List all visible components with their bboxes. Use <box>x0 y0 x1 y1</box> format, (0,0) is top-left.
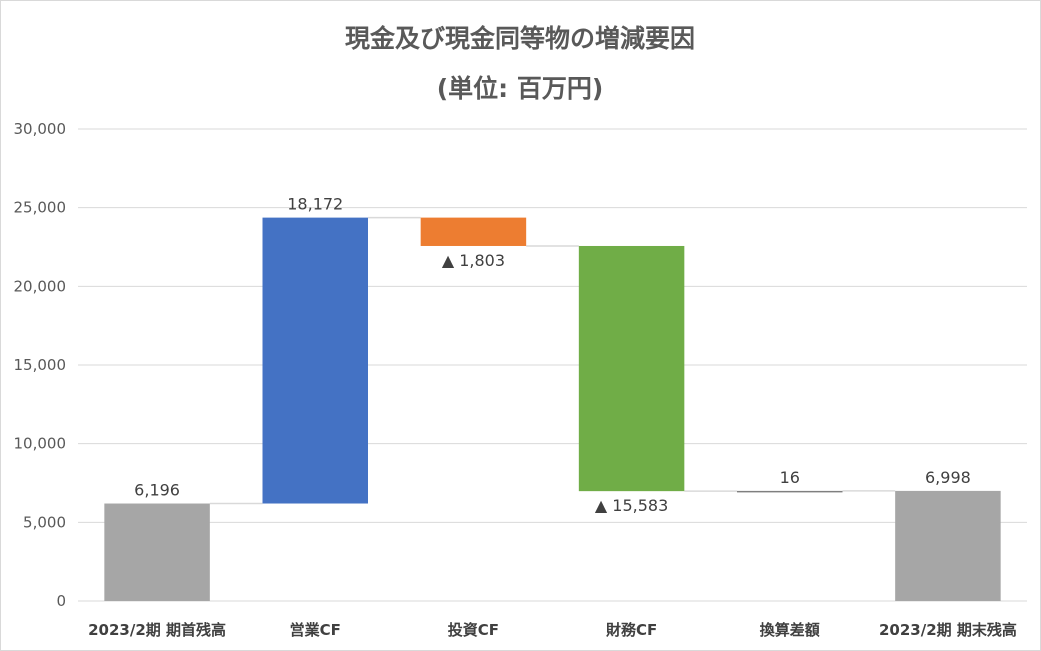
x-category-label-0: 2023/2期 期首残高 <box>88 621 226 639</box>
y-tick-label: 15,000 <box>14 356 67 374</box>
x-category-label-4: 換算差額 <box>760 621 820 639</box>
data-labels: 6,196 18,172 ▲ 1,803 ▲ 15,583 16 6,998 <box>134 195 971 516</box>
chart-subtitle: (単位: 百万円) <box>437 74 604 103</box>
y-axis-ticks: 0 5,000 10,000 15,000 20,000 25,000 30,000 <box>14 120 67 610</box>
y-tick-label: 20,000 <box>14 277 67 295</box>
x-category-label-3: 財務CF <box>605 621 657 639</box>
x-category-label-2: 投資CF <box>448 621 499 639</box>
x-category-label-1: 営業CF <box>290 621 341 639</box>
data-label-5: 6,998 <box>925 468 971 487</box>
bar-0 <box>104 503 210 601</box>
x-category-label-5: 2023/2期 期末残高 <box>879 621 1017 639</box>
connectors <box>209 216 896 505</box>
y-tick-label: 30,000 <box>14 120 67 138</box>
bar-3 <box>578 245 685 492</box>
y-tick-label: 10,000 <box>14 435 67 453</box>
data-label-2: ▲ 1,803 <box>442 251 505 270</box>
bars <box>104 217 1001 601</box>
bar-1 <box>262 217 368 504</box>
bar-4 <box>737 490 843 493</box>
y-tick-label: 0 <box>56 592 66 610</box>
gridlines <box>78 128 1027 602</box>
data-label-3: ▲ 15,583 <box>595 496 668 515</box>
x-axis-categories: 2023/2期 期首残高 営業CF 投資CF 財務CF 換算差額 2023/2期 期末残高 <box>88 621 1017 639</box>
data-label-0: 6,196 <box>134 481 180 500</box>
bar-5 <box>895 490 1001 601</box>
data-label-1: 18,172 <box>287 195 343 214</box>
chart-title: 現金及び現金同等物の増減要因 <box>345 24 695 53</box>
data-label-4: 16 <box>780 468 800 487</box>
y-tick-label: 25,000 <box>14 199 67 217</box>
bar-2 <box>420 217 527 246</box>
y-tick-label: 5,000 <box>23 513 66 531</box>
